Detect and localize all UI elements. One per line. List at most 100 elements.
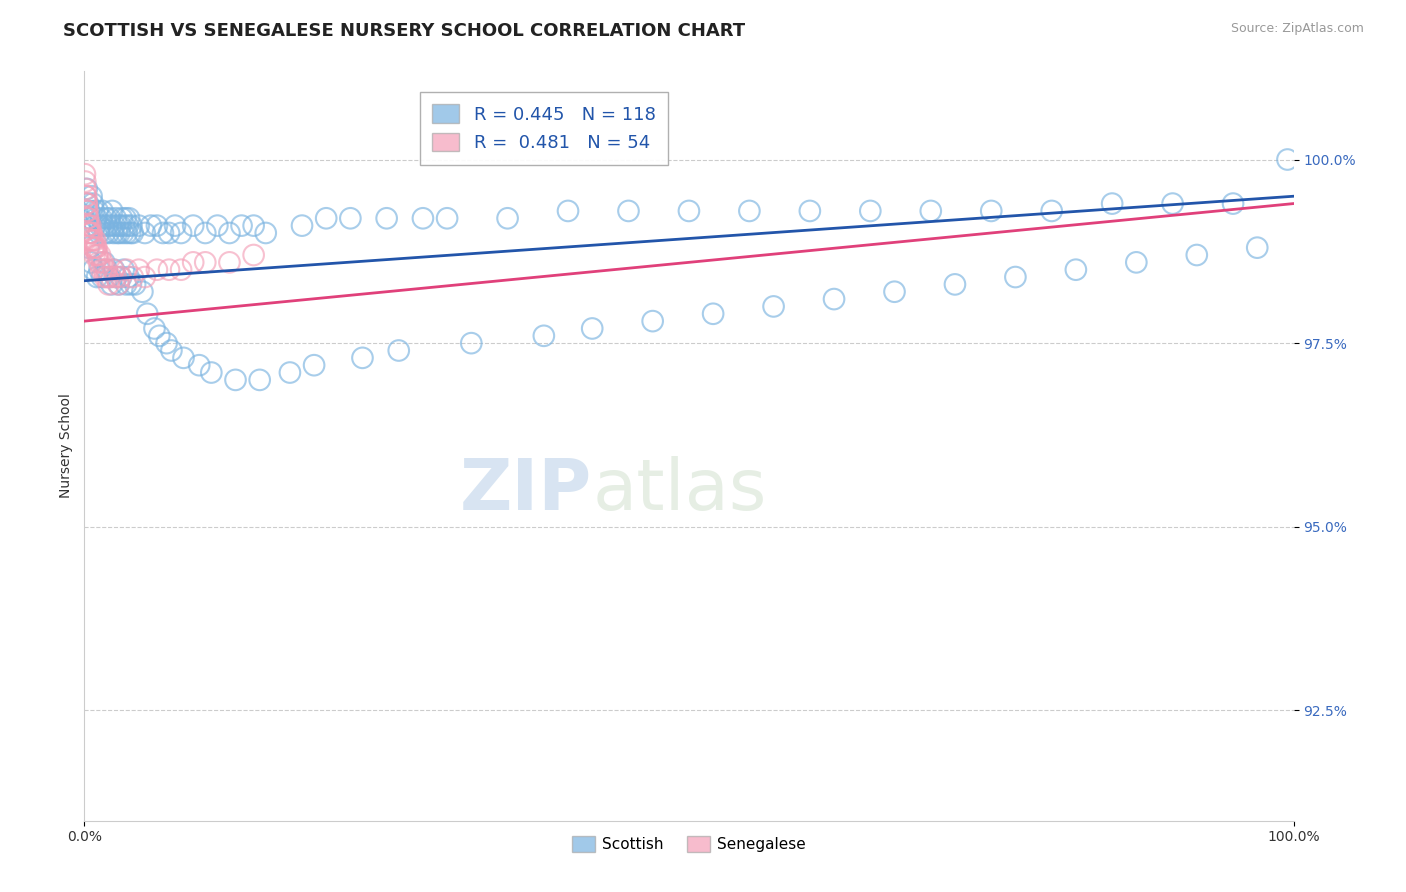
Point	[107, 277, 129, 292]
Text: atlas: atlas	[592, 457, 766, 525]
Point	[134, 270, 156, 285]
Point	[96, 262, 118, 277]
Point	[100, 270, 122, 285]
Point	[181, 219, 204, 233]
Point	[278, 366, 301, 380]
Point	[117, 219, 139, 233]
Point	[436, 211, 458, 226]
Point	[86, 248, 108, 262]
Point	[82, 196, 104, 211]
Point	[83, 248, 105, 262]
Point	[388, 343, 411, 358]
Point	[339, 211, 361, 226]
Point	[90, 270, 112, 285]
Point	[77, 226, 100, 240]
Point	[920, 203, 942, 218]
Point	[738, 203, 761, 218]
Point	[103, 226, 125, 240]
Point	[111, 211, 134, 226]
Point	[128, 219, 150, 233]
Point	[302, 358, 325, 372]
Point	[242, 219, 264, 233]
Point	[94, 226, 117, 240]
Point	[110, 219, 132, 233]
Point	[110, 270, 132, 285]
Point	[1222, 196, 1244, 211]
Point	[98, 211, 121, 226]
Point	[702, 307, 724, 321]
Point	[1064, 262, 1087, 277]
Point	[77, 211, 100, 226]
Point	[557, 203, 579, 218]
Point	[249, 373, 271, 387]
Point	[1004, 270, 1026, 285]
Point	[89, 248, 111, 262]
Point	[76, 182, 98, 196]
Point	[76, 211, 98, 226]
Point	[82, 241, 104, 255]
Point	[75, 189, 97, 203]
Point	[76, 196, 98, 211]
Point	[412, 211, 434, 226]
Point	[75, 189, 97, 203]
Point	[108, 277, 131, 292]
Point	[103, 262, 125, 277]
Point	[181, 255, 204, 269]
Point	[291, 219, 314, 233]
Point	[207, 219, 229, 233]
Point	[799, 203, 821, 218]
Point	[678, 203, 700, 218]
Point	[79, 219, 101, 233]
Point	[100, 277, 122, 292]
Text: ZIP: ZIP	[460, 457, 592, 525]
Point	[231, 219, 253, 233]
Point	[115, 277, 138, 292]
Point	[375, 211, 398, 226]
Point	[980, 203, 1002, 218]
Point	[1185, 248, 1208, 262]
Text: Source: ZipAtlas.com: Source: ZipAtlas.com	[1230, 22, 1364, 36]
Point	[98, 270, 121, 285]
Point	[84, 233, 107, 247]
Point	[84, 241, 107, 255]
Point	[83, 241, 105, 255]
Point	[139, 219, 162, 233]
Point	[160, 343, 183, 358]
Point	[76, 203, 98, 218]
Point	[146, 262, 169, 277]
Point	[352, 351, 374, 365]
Legend: Scottish, Senegalese: Scottish, Senegalese	[565, 830, 813, 858]
Point	[762, 300, 785, 314]
Point	[93, 219, 115, 233]
Point	[80, 226, 103, 240]
Point	[80, 255, 103, 269]
Point	[94, 262, 117, 277]
Point	[136, 307, 159, 321]
Point	[79, 233, 101, 247]
Point	[91, 255, 114, 269]
Point	[173, 351, 195, 365]
Point	[148, 328, 170, 343]
Point	[76, 196, 98, 211]
Point	[93, 262, 115, 277]
Point	[121, 270, 143, 285]
Point	[94, 211, 117, 226]
Point	[131, 285, 153, 299]
Point	[460, 336, 482, 351]
Point	[194, 255, 217, 269]
Point	[82, 262, 104, 277]
Point	[124, 277, 146, 292]
Point	[96, 219, 118, 233]
Point	[77, 241, 100, 255]
Point	[86, 211, 108, 226]
Point	[315, 211, 337, 226]
Point	[86, 248, 108, 262]
Point	[859, 203, 882, 218]
Point	[104, 219, 127, 233]
Point	[77, 203, 100, 218]
Point	[105, 270, 128, 285]
Point	[86, 270, 108, 285]
Point	[104, 211, 127, 226]
Point	[105, 226, 128, 240]
Point	[97, 226, 120, 240]
